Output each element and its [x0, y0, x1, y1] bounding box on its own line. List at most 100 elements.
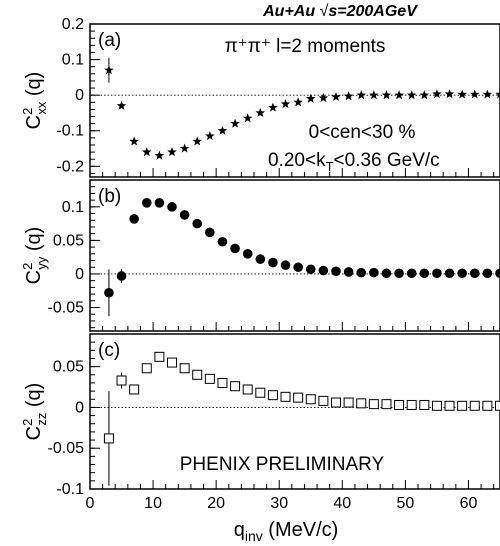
data-point	[432, 268, 442, 279]
y-tick-label: -0.05	[48, 440, 85, 457]
x-tick-label: 30	[270, 495, 288, 512]
data-point	[205, 227, 215, 238]
data-point	[167, 357, 177, 368]
y-axis-label: C2xx (q)	[20, 72, 49, 130]
x-tick-label: 50	[396, 495, 414, 512]
data-point	[331, 91, 341, 101]
data-point	[469, 268, 480, 279]
data-point	[331, 266, 341, 277]
data-point	[406, 268, 417, 279]
data-point	[293, 392, 304, 403]
data-point	[104, 65, 114, 75]
data-point	[444, 268, 455, 279]
data-point	[280, 260, 291, 271]
data-point	[129, 136, 139, 146]
data-point	[167, 147, 177, 157]
data-point	[432, 89, 442, 99]
y-tick-label: -0.1	[56, 481, 84, 498]
y-tick-label: 0	[75, 87, 84, 104]
data-point	[343, 91, 354, 101]
data-point	[381, 268, 392, 279]
data-point	[444, 400, 455, 411]
data-point	[280, 391, 291, 402]
x-axis-label: qinv (MeV/c)	[234, 519, 339, 544]
data-point	[141, 198, 152, 208]
data-point	[230, 381, 241, 392]
data-point	[280, 99, 291, 109]
y-tick-label: 0.1	[62, 199, 84, 216]
data-point	[394, 399, 405, 410]
y-tick-label: 0.1	[62, 52, 84, 69]
data-point	[217, 125, 228, 135]
data-point	[406, 90, 417, 100]
data-point	[470, 89, 480, 99]
data-point	[116, 271, 127, 281]
data-point	[444, 89, 455, 99]
data-point	[318, 395, 329, 406]
data-point	[394, 268, 404, 279]
data-point	[255, 107, 266, 117]
data-point	[230, 118, 240, 128]
plot-frame	[89, 23, 500, 178]
data-point	[343, 397, 354, 408]
data-point	[129, 384, 140, 395]
data-point	[293, 262, 303, 273]
preliminary-label: PHENIX PRELIMINARY	[180, 454, 385, 475]
x-tick-label: 0	[86, 495, 95, 512]
figure-title: Au+Au √s=200AGeV	[262, 3, 418, 20]
data-point	[230, 243, 240, 254]
data-point	[356, 90, 366, 100]
y-tick-label: 0.2	[62, 16, 84, 33]
data-point	[103, 433, 114, 444]
moments-label: π⁺π⁺ l=2 moments	[225, 36, 386, 57]
data-point	[343, 267, 354, 277]
data-point	[179, 210, 190, 220]
data-point	[192, 218, 203, 229]
panel-a: -0.2 -0.1 0 0.1 0.2 (a) C2xx (q)	[20, 16, 500, 178]
data-points	[103, 351, 500, 486]
y-tick-label: 0.05	[53, 232, 84, 249]
data-point	[179, 143, 190, 153]
data-point	[192, 136, 202, 146]
data-point	[457, 400, 468, 411]
data-point	[242, 249, 253, 259]
data-point	[116, 375, 127, 386]
data-point	[394, 90, 404, 100]
data-point	[305, 394, 316, 405]
y-axis-label: C2zz (q)	[20, 383, 49, 441]
data-point	[482, 400, 493, 411]
data-point	[495, 89, 500, 99]
data-point	[154, 198, 165, 208]
data-point	[495, 400, 500, 411]
data-point	[356, 267, 367, 278]
data-point	[293, 97, 303, 107]
data-point	[268, 257, 278, 268]
data-point	[381, 90, 392, 100]
data-point	[255, 387, 266, 398]
data-point	[457, 89, 467, 99]
data-points	[104, 57, 500, 160]
data-point	[141, 363, 152, 374]
data-point	[242, 384, 253, 395]
data-point	[268, 102, 278, 112]
panel-tag: (b)	[98, 186, 121, 207]
data-points	[104, 198, 500, 317]
data-point	[267, 390, 278, 401]
data-point	[457, 268, 467, 279]
data-point	[142, 147, 152, 157]
plot-frame	[89, 179, 500, 332]
data-point	[129, 214, 139, 224]
data-point	[419, 268, 430, 279]
data-point	[482, 89, 493, 99]
data-point	[331, 397, 341, 408]
data-point	[154, 351, 165, 362]
data-point	[369, 267, 379, 278]
data-point	[495, 268, 500, 279]
y-tick-label: -0.1	[56, 123, 84, 140]
data-point	[469, 400, 480, 411]
data-point	[104, 287, 114, 298]
y-tick-label: -0.05	[48, 300, 85, 317]
data-point	[167, 202, 177, 212]
data-point	[192, 369, 203, 380]
data-point	[306, 93, 316, 103]
